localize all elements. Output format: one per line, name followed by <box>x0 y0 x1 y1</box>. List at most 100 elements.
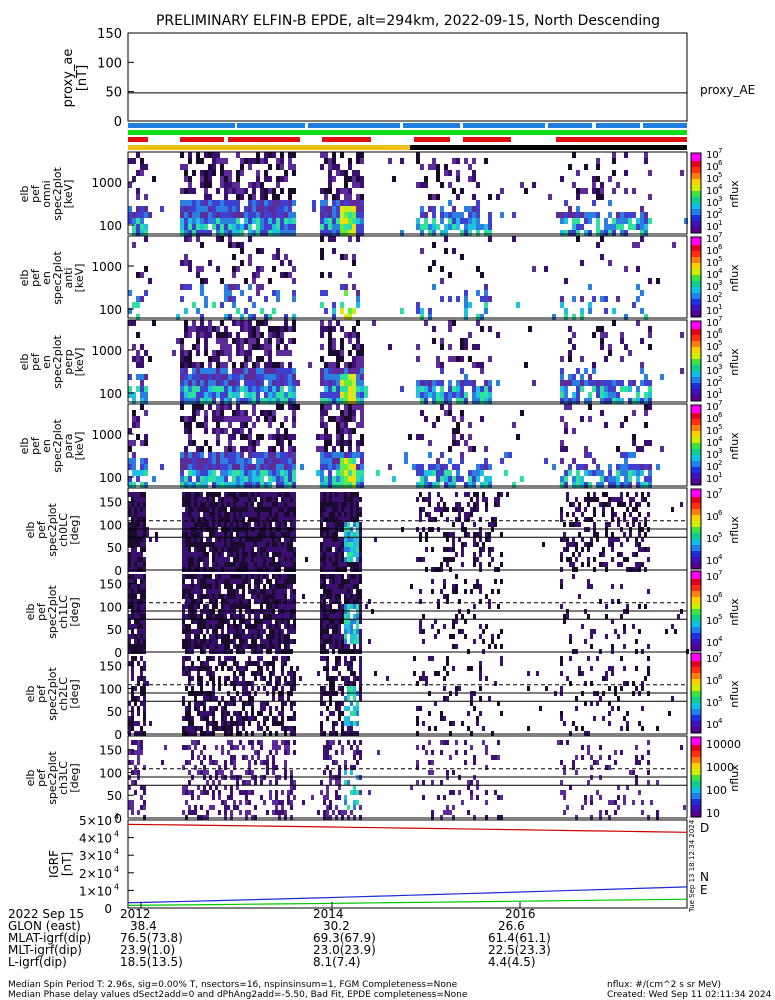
energy-cell <box>596 386 600 392</box>
energy-cell <box>340 464 344 470</box>
energy-ylabel-line: perp <box>62 349 75 374</box>
energy-cell <box>440 296 444 302</box>
energy-cell <box>232 218 236 224</box>
pa-cell <box>356 497 359 502</box>
pa-cell <box>290 547 293 552</box>
pa-cell <box>194 502 197 507</box>
energy-cell <box>188 332 192 338</box>
pa-cell <box>191 589 194 594</box>
energy-cell <box>180 398 184 404</box>
pa-colorbar-frame <box>690 570 702 652</box>
energy-cell <box>264 206 268 212</box>
energy-cell <box>588 284 592 290</box>
energy-cell <box>284 350 288 356</box>
pa-cell <box>134 547 137 552</box>
pa-cell <box>281 542 284 547</box>
energy-cell <box>616 392 620 398</box>
pa-cell <box>185 522 188 527</box>
energy-cell <box>628 470 632 476</box>
pa-colorbar-segment <box>691 555 701 558</box>
energy-cell <box>204 194 208 200</box>
pa-cell <box>326 552 329 557</box>
energy-cell <box>236 452 240 458</box>
energy-cell <box>560 392 564 398</box>
energy-cell <box>224 398 228 404</box>
energy-cell <box>604 356 608 362</box>
energy-cell <box>592 362 596 368</box>
energy-ylabel-line: en <box>40 355 53 369</box>
pa-cell <box>227 557 230 562</box>
energy-cell <box>620 470 624 476</box>
energy-cell <box>340 326 344 332</box>
pa-cell <box>335 557 338 562</box>
pa-cell <box>140 537 143 542</box>
pa-cell <box>197 497 200 502</box>
energy-cell <box>584 446 588 452</box>
energy-cell <box>200 326 204 332</box>
pa-cell <box>278 522 281 527</box>
energy-cell <box>608 482 612 488</box>
pa-cell <box>350 517 353 522</box>
energy-cell <box>348 188 352 194</box>
energy-cell <box>648 482 652 488</box>
energy-cell <box>232 458 236 464</box>
pa-cell <box>227 502 230 507</box>
energy-cell <box>488 380 492 386</box>
pa-cell <box>221 639 224 644</box>
energy-cell <box>264 152 268 158</box>
energy-cell <box>196 362 200 368</box>
pa-cell <box>248 599 251 604</box>
energy-cell <box>196 470 200 476</box>
energy-cell <box>320 344 324 350</box>
energy-cell <box>228 434 232 440</box>
energy-cell <box>636 320 640 326</box>
pa-cell <box>233 512 236 517</box>
energy-cell <box>208 470 212 476</box>
pa-cell <box>581 512 584 517</box>
pa-cell <box>272 604 275 609</box>
pa-cell <box>320 542 323 547</box>
pa-cell <box>248 537 251 542</box>
pa-cell <box>143 502 146 507</box>
energy-cell <box>192 398 196 404</box>
pa-cell <box>476 507 479 512</box>
pa-cell <box>305 557 308 562</box>
pa-cell <box>230 599 233 604</box>
energy-cell <box>328 386 332 392</box>
energy-cell <box>432 218 436 224</box>
energy-cell <box>276 362 280 368</box>
pa-cell <box>269 584 272 589</box>
energy-cell <box>236 368 240 374</box>
pa-cell <box>221 594 224 599</box>
energy-cell <box>336 362 340 368</box>
pa-cell <box>326 584 329 589</box>
energy-cell <box>428 440 432 446</box>
energy-cell <box>648 326 652 332</box>
energy-cell <box>616 464 620 470</box>
energy-cell <box>636 482 640 488</box>
pa-cell <box>182 522 185 527</box>
pa-cell <box>233 502 236 507</box>
pa-cell <box>644 517 647 522</box>
pa-cell <box>251 497 254 502</box>
pa-cell <box>287 552 290 557</box>
energy-cell <box>332 302 336 308</box>
pa-cell <box>290 579 293 584</box>
energy-cell <box>580 476 584 482</box>
pa-cell <box>293 552 296 557</box>
pa-cell <box>182 629 185 634</box>
energy-cell <box>436 476 440 482</box>
energy-cell <box>320 398 324 404</box>
energy-cell <box>640 230 644 236</box>
energy-cell <box>236 386 240 392</box>
energy-cell <box>332 464 336 470</box>
energy-cell <box>220 404 224 410</box>
pa-cell <box>251 644 254 649</box>
pa-cell <box>284 599 287 604</box>
colorbar-tick: 10 <box>706 638 719 649</box>
pa-cell <box>302 594 305 599</box>
energy-cell <box>604 224 608 230</box>
energy-cell <box>448 458 452 464</box>
energy-cell <box>440 452 444 458</box>
pa-cell <box>131 599 134 604</box>
